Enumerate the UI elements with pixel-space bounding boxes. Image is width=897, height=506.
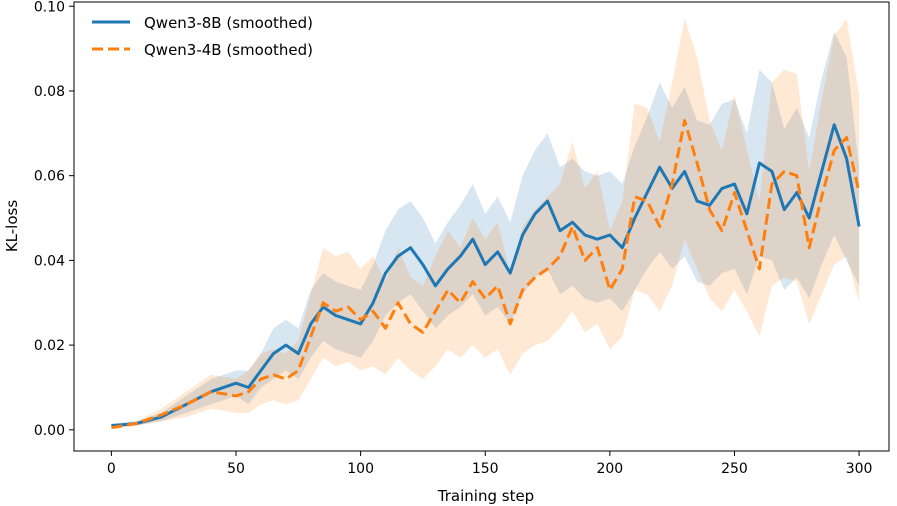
y-tick-label: 0.10 <box>34 0 65 15</box>
plot-frame <box>73 1 890 452</box>
y-tick-label: 0.02 <box>34 338 65 354</box>
x-tick-label: 200 <box>596 461 623 477</box>
band-qwen3-8b <box>111 31 860 428</box>
line-qwen3-8b <box>111 123 861 428</box>
band-qwen3-4b <box>111 18 860 430</box>
x-axis-title: Training step <box>437 487 534 505</box>
x-tick-label: 150 <box>472 461 499 477</box>
series-lines <box>111 119 861 430</box>
x-tick-label: 50 <box>227 461 245 477</box>
y-axis: 0.00 0.02 0.04 0.06 0.08 0.10 <box>34 0 74 439</box>
legend-label-qwen3-4b: Qwen3-4B (smoothed) <box>144 41 313 59</box>
legend-label-qwen3-8b: Qwen3-8B (smoothed) <box>144 14 313 32</box>
x-tick-label: 0 <box>107 461 116 477</box>
x-tick-label: 100 <box>347 461 374 477</box>
x-axis: 0 50 100 150 200 250 300 <box>107 451 873 477</box>
y-tick-label: 0.04 <box>34 253 65 269</box>
y-tick-label: 0.00 <box>34 423 65 439</box>
line-qwen3-4b <box>111 119 861 430</box>
x-tick-label: 300 <box>846 461 873 477</box>
y-tick-label: 0.06 <box>34 169 65 185</box>
x-tick-label: 250 <box>721 461 748 477</box>
y-axis-title: KL-loss <box>3 200 21 253</box>
y-tick-label: 0.08 <box>34 84 65 100</box>
legend: Qwen3-8B (smoothed) Qwen3-4B (smoothed) <box>92 14 313 59</box>
confidence-bands <box>111 18 860 430</box>
